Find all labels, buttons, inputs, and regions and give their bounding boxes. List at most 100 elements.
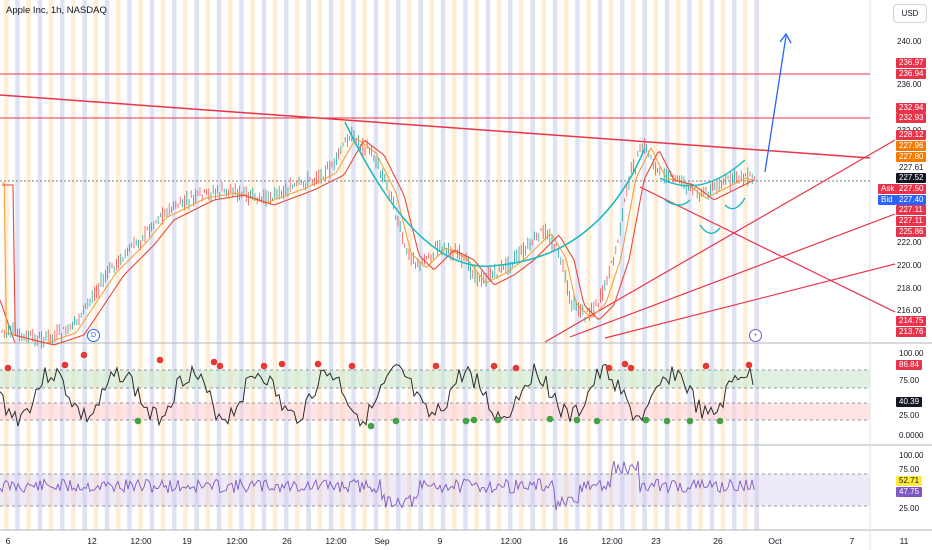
overbought-signal-dot: [605, 364, 613, 372]
time-axis-label: Oct: [768, 536, 782, 546]
price-tag: 227.52: [896, 173, 927, 183]
price-tag: 225.86: [896, 227, 927, 237]
session-stripe: [754, 0, 759, 530]
session-stripe: [160, 0, 166, 530]
session-stripe: [485, 0, 491, 530]
moving-average-slow: [2, 140, 755, 346]
session-stripe: [104, 0, 110, 530]
session-stripe: [530, 0, 535, 530]
session-stripe: [138, 0, 143, 530]
session-stripe: [216, 0, 222, 530]
rsi-tag: 47.75: [896, 487, 923, 497]
session-stripe: [732, 0, 737, 530]
symbol-title: Apple Inc, 1h, NASDAQ: [6, 5, 107, 16]
oversold-signal-dot: [663, 417, 671, 425]
session-stripe: [709, 0, 715, 530]
session-stripe: [452, 0, 457, 530]
overbought-signal-dot: [490, 362, 498, 370]
session-stripe: [396, 0, 401, 530]
session-stripe: [418, 0, 423, 530]
trend-line: [604, 263, 896, 339]
session-stripe: [575, 0, 580, 530]
session-stripe: [284, 0, 289, 530]
price-tag: 227.96: [896, 141, 927, 151]
session-stripe: [15, 0, 20, 530]
price-tick-label: 220.00: [897, 261, 922, 270]
price-tag: 227.40: [896, 195, 927, 205]
session-stripe: [4, 0, 9, 530]
oversold-signal-dot: [470, 416, 478, 424]
price-tag: 214.75: [896, 316, 927, 326]
oversold-signal-dot: [642, 416, 650, 424]
time-axis-label: 12:00: [226, 536, 248, 546]
price-tag: 227.11: [896, 205, 926, 215]
session-stripe: [720, 0, 726, 530]
overbought-signal-dot: [80, 351, 88, 359]
price-tick-label: 218.00: [897, 284, 922, 293]
projection-arrow-head: [779, 32, 792, 44]
overbought-signal-dot: [745, 361, 753, 369]
time-axis-label: 11: [899, 536, 909, 546]
oversold-signal-dot: [494, 416, 502, 424]
time-axis-label: 7: [849, 536, 855, 546]
session-stripe: [172, 0, 177, 530]
trend-line: [0, 299, 16, 344]
overbought-signal-dot: [260, 362, 268, 370]
session-stripe: [149, 0, 155, 530]
rsi-tick-label: 100.00: [899, 451, 924, 460]
session-stripe: [463, 0, 468, 530]
session-stripe: [631, 0, 636, 530]
handle-pattern-curve: [664, 199, 691, 206]
add-event-icon[interactable]: +: [749, 329, 762, 342]
session-stripe: [552, 0, 558, 530]
session-stripe: [608, 0, 614, 530]
price-tag: 236.94: [896, 69, 927, 79]
overbought-signal-dot: [702, 362, 710, 370]
session-stripe: [362, 0, 367, 530]
session-stripe: [60, 0, 65, 530]
session-stripe: [653, 0, 659, 530]
handle-pattern-curve: [699, 224, 721, 234]
price-tag: 227.61: [896, 163, 927, 173]
time-axis-label: 12: [87, 536, 97, 546]
time-axis-label: 12:00: [325, 536, 347, 546]
oversold-signal-dot: [593, 417, 601, 425]
currency-button[interactable]: USD: [893, 4, 927, 23]
rsi-line: [0, 461, 755, 511]
overbought-signal-dot: [210, 358, 218, 366]
overbought-signal-dot: [314, 360, 322, 368]
price-tick-label: 216.00: [897, 306, 922, 315]
oversold-signal-dot: [367, 422, 375, 430]
session-stripe: [407, 0, 412, 530]
handle-pattern-curve: [659, 159, 746, 187]
dividend-marker-icon[interactable]: D: [87, 329, 100, 342]
session-stripe: [239, 0, 244, 530]
price-tag: 232.94: [896, 103, 927, 113]
price-tick-label: 236.00: [897, 80, 922, 89]
price-tag: 227.50: [896, 184, 927, 194]
ask-label: Ask: [878, 184, 898, 194]
oversold-signal-dot: [392, 417, 400, 425]
session-stripe: [642, 0, 647, 530]
session-stripe: [373, 0, 379, 530]
session-stripe: [340, 0, 345, 530]
rsi-tag: 52.71: [896, 476, 923, 486]
price-tag: 227.80: [896, 152, 927, 162]
session-stripe: [295, 0, 300, 530]
stochastic-line: [0, 363, 754, 427]
trend-line: [569, 213, 896, 338]
rsi-tick-label: 25.00: [899, 504, 920, 513]
time-axis-label: 16: [558, 536, 568, 546]
trend-line: [544, 139, 896, 343]
session-stripe: [127, 0, 132, 530]
session-stripe: [37, 0, 43, 530]
time-axis-label: 12:00: [130, 536, 152, 546]
time-axis-label: 6: [5, 536, 11, 546]
session-stripe: [272, 0, 278, 530]
stochastic-tick-label: 0.0000: [899, 431, 924, 440]
session-stripe: [519, 0, 524, 530]
oversold-signal-dot: [546, 415, 554, 423]
time-axis-label: 19: [182, 536, 192, 546]
session-stripe: [306, 0, 311, 530]
